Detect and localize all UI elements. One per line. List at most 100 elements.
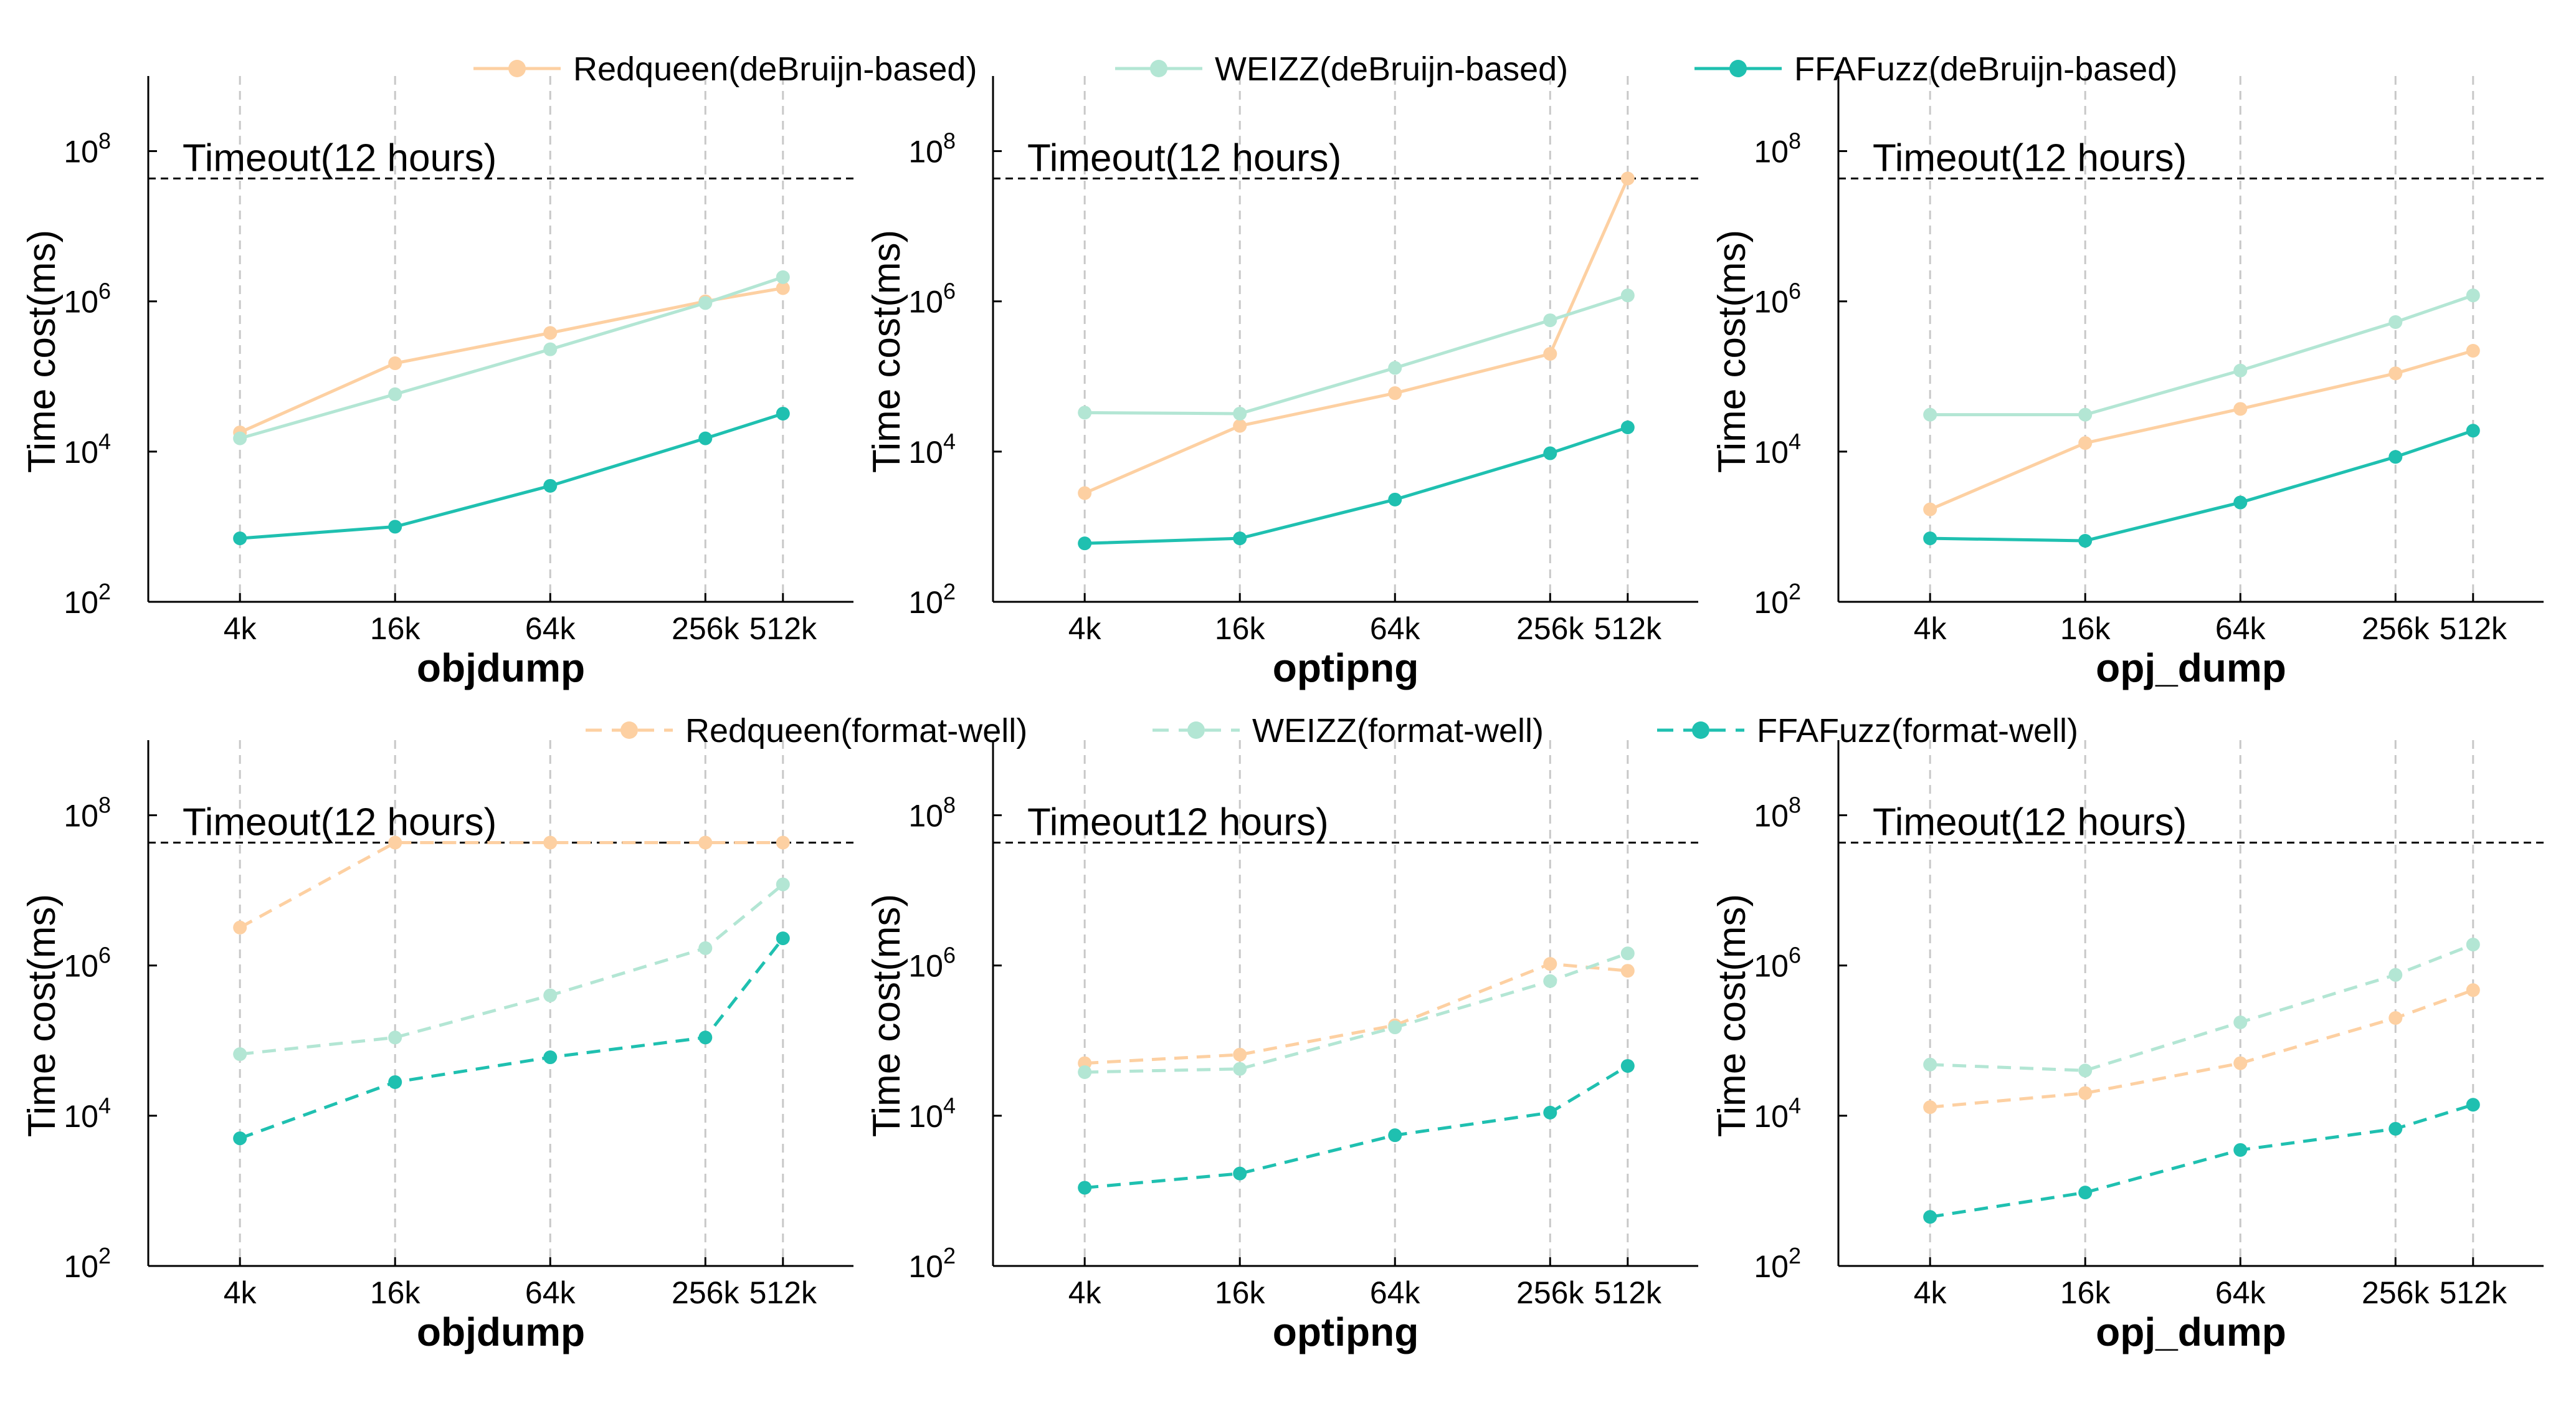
x-tick-label: 256k bbox=[672, 611, 739, 646]
y-tick-label: 106 bbox=[1754, 943, 1801, 984]
data-point-weizz bbox=[1388, 1020, 1402, 1035]
x-tick-label: 4k bbox=[1914, 1275, 1947, 1310]
x-tick-label: 256k bbox=[672, 1275, 739, 1310]
y-tick-label: 106 bbox=[64, 943, 111, 984]
data-point-ffafuzz bbox=[1923, 531, 1937, 546]
x-tick-label: 512k bbox=[2440, 1275, 2507, 1310]
data-point-ffafuzz bbox=[1078, 1181, 1092, 1195]
y-tick-label: 102 bbox=[1754, 579, 1801, 620]
y-tick-exponent: 2 bbox=[98, 579, 111, 604]
data-point-redqueen bbox=[698, 835, 713, 850]
data-point-redqueen bbox=[543, 835, 558, 850]
x-tick-label: 64k bbox=[2215, 1275, 2266, 1310]
data-point-ffafuzz bbox=[698, 431, 713, 445]
data-point-redqueen bbox=[1620, 171, 1635, 186]
panel-title: objdump bbox=[417, 1310, 585, 1354]
data-point-weizz bbox=[776, 270, 790, 284]
timeout-label: Timeout(12 hours) bbox=[183, 137, 497, 180]
legend-format-well: Redqueen(format-well) WEIZZ(format-well) F… bbox=[586, 712, 2078, 749]
y-tick-label: 102 bbox=[908, 1243, 956, 1284]
y-tick-label: 106 bbox=[64, 278, 111, 320]
y-tick-base: 10 bbox=[1754, 1249, 1789, 1284]
x-tick-label: 16k bbox=[2060, 1275, 2111, 1310]
series-line-ffafuzz bbox=[1930, 429, 2474, 543]
data-point-weizz bbox=[2078, 1063, 2093, 1078]
data-point-ffafuzz bbox=[543, 1050, 558, 1065]
y-tick-exponent: 6 bbox=[943, 943, 956, 968]
y-tick-base: 10 bbox=[64, 435, 98, 470]
x-tick-label: 4k bbox=[1068, 1275, 1102, 1310]
data-point-weizz bbox=[1620, 288, 1635, 303]
timeout-label: Timeout(12 hours) bbox=[1873, 801, 2187, 844]
series-line-redqueen bbox=[239, 841, 783, 930]
data-point-redqueen bbox=[2388, 366, 2403, 381]
y-tick-exponent: 4 bbox=[98, 1093, 111, 1118]
data-point-redqueen bbox=[776, 835, 790, 850]
data-point-weizz bbox=[698, 941, 713, 955]
data-point-weizz bbox=[1543, 974, 1557, 988]
data-point-weizz bbox=[2233, 1015, 2248, 1029]
data-point-ffafuzz bbox=[1620, 1058, 1635, 1073]
y-tick-base: 10 bbox=[1754, 435, 1789, 470]
timeout-label: Timeout(12 hours) bbox=[1873, 137, 2187, 180]
x-tick-label: 256k bbox=[2362, 611, 2430, 646]
y-tick-label: 104 bbox=[908, 429, 956, 470]
y-tick-label: 106 bbox=[1754, 278, 1801, 320]
y-tick-base: 10 bbox=[1754, 135, 1789, 169]
x-tick-label: 512k bbox=[749, 611, 817, 646]
series-line-weizz bbox=[239, 883, 784, 1056]
y-axis-label: Time cost(ms) bbox=[21, 230, 64, 473]
data-point-weizz bbox=[388, 387, 402, 401]
data-point-redqueen bbox=[1543, 346, 1557, 361]
series-line-ffafuzz bbox=[1085, 426, 1628, 545]
y-tick-base: 10 bbox=[908, 1099, 943, 1134]
data-point-weizz bbox=[2466, 938, 2480, 952]
y-tick-exponent: 8 bbox=[98, 128, 111, 154]
x-tick-label: 256k bbox=[1516, 611, 1584, 646]
y-tick-label: 102 bbox=[64, 1243, 111, 1284]
y-tick-exponent: 2 bbox=[98, 1243, 111, 1268]
x-tick-label: 4k bbox=[1068, 611, 1102, 646]
series-line-weizz bbox=[1930, 943, 2474, 1072]
data-point-redqueen bbox=[2466, 343, 2480, 358]
y-tick-base: 10 bbox=[64, 585, 98, 620]
y-axis-label: Time cost(ms) bbox=[865, 230, 908, 473]
x-tick-label: 16k bbox=[2060, 611, 2111, 646]
panel-title: opj_dump bbox=[2096, 1310, 2286, 1354]
y-axis-label: Time cost(ms) bbox=[865, 894, 908, 1137]
data-point-redqueen bbox=[1923, 502, 1937, 516]
y-tick-base: 10 bbox=[1754, 799, 1789, 834]
data-point-ffafuzz bbox=[388, 1075, 402, 1089]
data-point-ffafuzz bbox=[1543, 1105, 1557, 1120]
x-tick-label: 512k bbox=[749, 1275, 817, 1310]
data-point-weizz bbox=[776, 877, 790, 892]
timeout-label: Timeout(12 hours) bbox=[1027, 137, 1341, 180]
y-tick-base: 10 bbox=[908, 585, 943, 620]
data-point-redqueen bbox=[233, 920, 247, 935]
data-point-redqueen bbox=[388, 356, 402, 371]
legend-label: WEIZZ(deBruijn-based) bbox=[1215, 50, 1568, 88]
data-point-ffafuzz bbox=[1233, 1166, 1247, 1181]
data-point-weizz bbox=[543, 988, 558, 1002]
timeout-label: Timeout12 hours) bbox=[1027, 801, 1329, 844]
data-point-weizz bbox=[1543, 313, 1557, 328]
x-tick-label: 64k bbox=[525, 611, 576, 646]
data-point-ffafuzz bbox=[2078, 1186, 2093, 1200]
data-point-weizz bbox=[233, 1047, 247, 1062]
data-point-ffafuzz bbox=[2233, 1143, 2248, 1157]
y-tick-exponent: 4 bbox=[98, 429, 111, 454]
y-tick-exponent: 4 bbox=[943, 1093, 956, 1118]
data-point-ffafuzz bbox=[776, 406, 790, 421]
series-line-redqueen bbox=[1929, 988, 2474, 1109]
legend-marker-redqueen bbox=[620, 721, 638, 739]
data-point-redqueen bbox=[2466, 983, 2480, 997]
data-point-ffafuzz bbox=[2233, 495, 2248, 510]
y-tick-exponent: 4 bbox=[1789, 429, 1801, 454]
y-tick-label: 104 bbox=[1754, 429, 1801, 470]
x-tick-label: 16k bbox=[1215, 611, 1266, 646]
data-point-redqueen bbox=[1388, 386, 1402, 401]
data-point-weizz bbox=[2466, 288, 2480, 303]
series-line-ffafuzz bbox=[1929, 1103, 2474, 1219]
